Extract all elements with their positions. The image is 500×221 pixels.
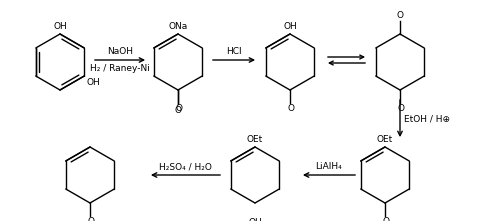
Text: OEt: OEt xyxy=(377,135,393,144)
Text: O: O xyxy=(174,106,182,115)
Text: ONa: ONa xyxy=(168,22,188,31)
Text: O: O xyxy=(288,104,294,113)
Text: H₂SO₄ / H₂O: H₂SO₄ / H₂O xyxy=(159,162,212,171)
Text: OH: OH xyxy=(283,22,297,31)
Text: O: O xyxy=(398,104,404,113)
Text: O: O xyxy=(88,217,94,221)
Text: O: O xyxy=(396,11,404,20)
Text: OEt: OEt xyxy=(247,135,263,144)
Text: HCl: HCl xyxy=(226,47,242,56)
Text: H₂ / Raney-Ni: H₂ / Raney-Ni xyxy=(90,64,150,73)
Text: OH: OH xyxy=(86,78,100,87)
Text: EtOH / H⊕: EtOH / H⊕ xyxy=(404,114,450,123)
Text: OH: OH xyxy=(248,218,262,221)
Text: NaOH: NaOH xyxy=(107,47,133,56)
Text: LiAlH₄: LiAlH₄ xyxy=(316,162,342,171)
Text: O: O xyxy=(382,217,390,221)
Text: OH: OH xyxy=(53,22,67,31)
Text: O: O xyxy=(176,104,182,113)
